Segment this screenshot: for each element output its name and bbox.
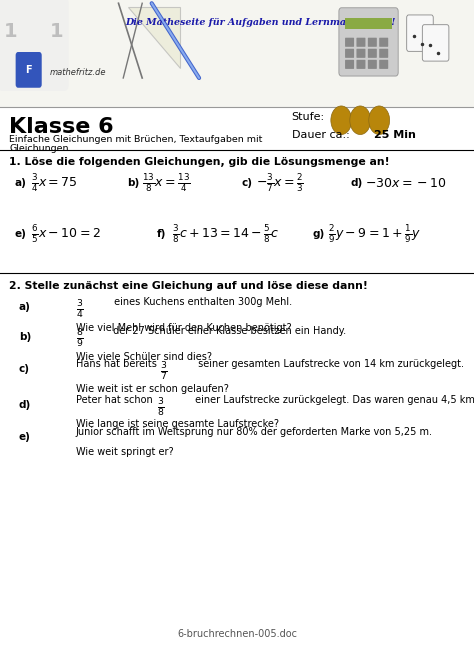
Text: c): c) bbox=[19, 364, 30, 374]
Text: Wie viele Schüler sind dies?: Wie viele Schüler sind dies? bbox=[76, 352, 212, 362]
Text: Einfache Gleichungen mit Brüchen, Textaufgaben mit: Einfache Gleichungen mit Brüchen, Textau… bbox=[9, 135, 263, 144]
Text: f): f) bbox=[156, 229, 166, 239]
FancyBboxPatch shape bbox=[379, 60, 388, 69]
FancyBboxPatch shape bbox=[368, 49, 377, 58]
Text: 1: 1 bbox=[50, 21, 64, 41]
Text: d): d) bbox=[351, 178, 363, 188]
Text: Peter hat schon: Peter hat schon bbox=[76, 395, 156, 404]
FancyBboxPatch shape bbox=[379, 38, 388, 47]
Text: $\frac{6}{5}x - 10 = 2$: $\frac{6}{5}x - 10 = 2$ bbox=[31, 223, 100, 245]
FancyBboxPatch shape bbox=[16, 52, 42, 88]
FancyBboxPatch shape bbox=[339, 8, 398, 76]
Bar bbox=[345, 18, 392, 29]
Text: a): a) bbox=[14, 178, 26, 188]
Text: einer Laufstrecke zurückgelegt. Das waren genau 4,5 km.: einer Laufstrecke zurückgelegt. Das ware… bbox=[192, 395, 474, 404]
Text: Wie weit ist er schon gelaufen?: Wie weit ist er schon gelaufen? bbox=[76, 384, 229, 393]
Text: Stufe:: Stufe: bbox=[292, 112, 325, 122]
Text: seiner gesamten Laufstrecke von 14 km zurückgelegt.: seiner gesamten Laufstrecke von 14 km zu… bbox=[195, 359, 465, 369]
Bar bbox=[0, 0, 474, 107]
Text: $\frac{3}{8}$: $\frac{3}{8}$ bbox=[157, 396, 165, 419]
Text: $\frac{2}{9}y - 9 = 1 + \frac{1}{9}y$: $\frac{2}{9}y - 9 = 1 + \frac{1}{9}y$ bbox=[328, 223, 421, 245]
FancyBboxPatch shape bbox=[379, 49, 388, 58]
Text: c): c) bbox=[242, 178, 253, 188]
Text: $-30x = -10$: $-30x = -10$ bbox=[365, 177, 447, 190]
Text: a): a) bbox=[19, 302, 31, 312]
Text: 1. Löse die folgenden Gleichungen, gib die Lösungsmenge an!: 1. Löse die folgenden Gleichungen, gib d… bbox=[9, 157, 390, 167]
FancyBboxPatch shape bbox=[368, 60, 377, 69]
Text: Dauer ca.:: Dauer ca.: bbox=[292, 130, 349, 140]
Text: Wie weit springt er?: Wie weit springt er? bbox=[76, 447, 173, 456]
Text: Hans hat bereits: Hans hat bereits bbox=[76, 359, 160, 369]
Text: $\frac{3}{4}x = 75$: $\frac{3}{4}x = 75$ bbox=[31, 172, 78, 194]
Text: g): g) bbox=[313, 229, 325, 239]
Text: 1: 1 bbox=[3, 21, 17, 41]
Polygon shape bbox=[128, 6, 180, 68]
Text: Klasse 6: Klasse 6 bbox=[9, 117, 114, 137]
Circle shape bbox=[369, 106, 390, 135]
Circle shape bbox=[350, 106, 371, 135]
Text: $\frac{3}{7}$: $\frac{3}{7}$ bbox=[160, 361, 168, 383]
Text: mathefritz.de: mathefritz.de bbox=[50, 68, 107, 77]
FancyBboxPatch shape bbox=[0, 0, 69, 91]
FancyBboxPatch shape bbox=[356, 38, 365, 47]
FancyBboxPatch shape bbox=[345, 38, 354, 47]
Circle shape bbox=[331, 106, 352, 135]
Text: Wie lange ist seine gesamte Laufstrecke?: Wie lange ist seine gesamte Laufstrecke? bbox=[76, 419, 279, 429]
Text: Gleichungen: Gleichungen bbox=[9, 144, 69, 153]
Text: $\frac{13}{8}x = \frac{13}{4}$: $\frac{13}{8}x = \frac{13}{4}$ bbox=[142, 172, 191, 194]
Text: Die Matheseite für Aufgaben und Lernmaterialien!: Die Matheseite für Aufgaben und Lernmate… bbox=[126, 18, 396, 27]
FancyBboxPatch shape bbox=[345, 49, 354, 58]
FancyBboxPatch shape bbox=[356, 49, 365, 58]
Text: 2. Stelle zunächst eine Gleichung auf und löse diese dann!: 2. Stelle zunächst eine Gleichung auf un… bbox=[9, 281, 368, 291]
Text: d): d) bbox=[19, 400, 31, 410]
Text: 6-bruchrechnen-005.doc: 6-bruchrechnen-005.doc bbox=[177, 629, 297, 639]
Text: e): e) bbox=[14, 229, 26, 239]
FancyBboxPatch shape bbox=[356, 60, 365, 69]
Text: Junior schafft im Weitsprung nur 80% der geforderten Marke von 5,25 m.: Junior schafft im Weitsprung nur 80% der… bbox=[76, 427, 433, 437]
Text: $\frac{3}{8}c + 13 = 14 - \frac{5}{8}c$: $\frac{3}{8}c + 13 = 14 - \frac{5}{8}c$ bbox=[172, 223, 279, 245]
FancyBboxPatch shape bbox=[422, 25, 449, 61]
Text: eines Kuchens enthalten 300g Mehl.: eines Kuchens enthalten 300g Mehl. bbox=[111, 297, 292, 307]
Text: e): e) bbox=[19, 432, 31, 442]
Text: Wie viel Mehl wird für den Kuchen benötigt?: Wie viel Mehl wird für den Kuchen benöti… bbox=[76, 323, 292, 333]
Text: 25 Min: 25 Min bbox=[374, 130, 416, 140]
Text: $-\frac{3}{7}x = \frac{2}{3}$: $-\frac{3}{7}x = \frac{2}{3}$ bbox=[256, 172, 304, 194]
Text: b): b) bbox=[127, 178, 139, 188]
Text: F: F bbox=[25, 64, 32, 75]
Text: der 27 Schüler einer Klasse besitzen ein Handy.: der 27 Schüler einer Klasse besitzen ein… bbox=[110, 326, 346, 336]
Text: $\frac{8}{9}$: $\frac{8}{9}$ bbox=[76, 328, 84, 350]
FancyBboxPatch shape bbox=[345, 60, 354, 69]
FancyBboxPatch shape bbox=[407, 15, 433, 51]
Text: b): b) bbox=[19, 332, 31, 341]
FancyBboxPatch shape bbox=[368, 38, 377, 47]
Text: $\frac{3}{4}$: $\frac{3}{4}$ bbox=[76, 299, 84, 321]
